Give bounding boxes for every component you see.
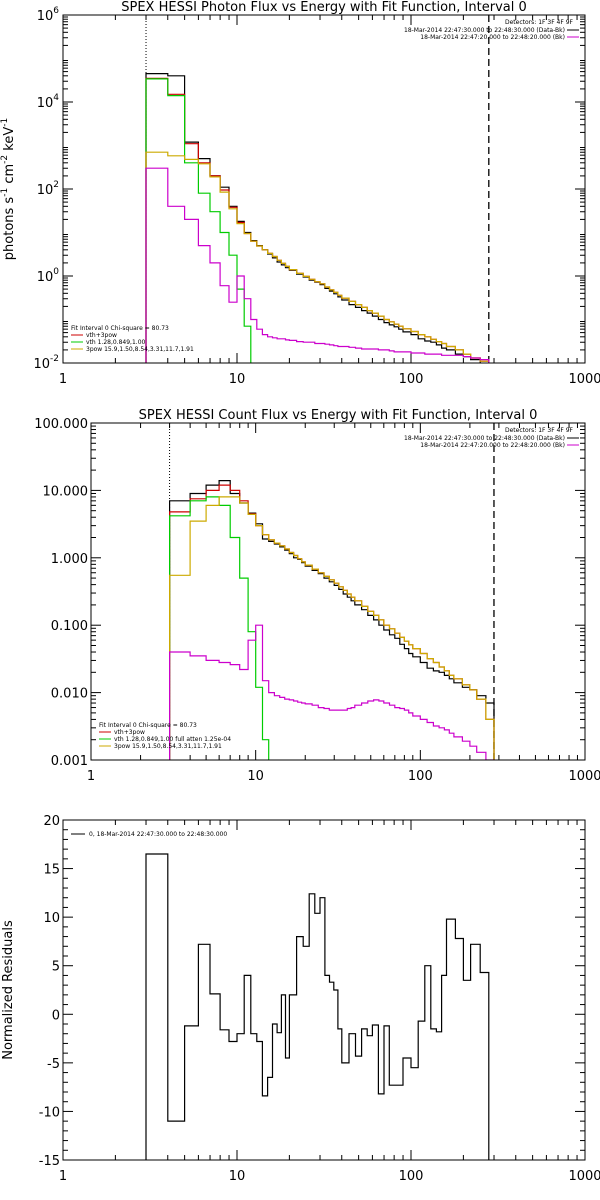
- legend-header: Detectors: 1F 3F 4F 9F: [505, 19, 574, 26]
- y-axis-label-part: keV: [2, 127, 17, 155]
- y-tick-label: 5: [52, 960, 60, 975]
- series-nonthermal: [169, 496, 495, 760]
- y-tick-label: 0.010: [51, 687, 88, 702]
- y-axis-label-exponent: -2: [0, 155, 10, 164]
- y-tick-exponent: 6: [53, 6, 59, 16]
- y-tick-label: 20: [43, 814, 60, 829]
- y-tick-base: 10: [37, 270, 54, 285]
- y-tick-exponent: 0: [53, 267, 59, 277]
- y-axis-label-part: photons s: [2, 197, 17, 261]
- legend-entry-label: vth+3pow: [114, 729, 145, 736]
- series-nonthermal: [145, 151, 490, 363]
- legend-entry-label: 18-Mar-2014 22:47:30.000 to 22:48:30.000…: [404, 27, 565, 34]
- y-tick-base: 10: [37, 9, 54, 24]
- y-tick-label: -5: [47, 1057, 60, 1072]
- legend-entry-label: 18-Mar-2014 22:47:20.000 to 22:48:20.000…: [420, 34, 565, 41]
- series-thermal: [145, 78, 252, 363]
- legend-entry-label: 3pow 15.9,1.50,8.54,3.31,11.7,1.91: [86, 346, 194, 353]
- chart-title: SPEX HESSI Count Flux vs Energy with Fit…: [139, 408, 538, 423]
- legend-entry-label: vth+3pow: [86, 332, 117, 339]
- plot-frame: [90, 422, 586, 761]
- y-tick-exponent: 2: [53, 180, 59, 190]
- count-flux-chart: SPEX HESSI Count Flux vs Energy with Fit…: [34, 408, 600, 784]
- y-axis-label-exponent: -1: [0, 188, 10, 197]
- legend-entry-label: vth 1.28,0.849,1.00 full atten 1.25e-04: [114, 736, 231, 743]
- y-tick-label: 104: [37, 93, 60, 111]
- y-tick-label: 102: [37, 180, 59, 198]
- x-tick-label: 1: [59, 1169, 67, 1184]
- legend-entry-label: 3pow 15.9,1.50,8.54,3.31,11.7,1.91: [114, 743, 222, 750]
- x-tick-label: 1: [59, 372, 67, 387]
- series-group: [145, 73, 490, 363]
- photon-flux-chart: SPEX HESSI Photon Flux vs Energy with Fi…: [0, 0, 600, 387]
- x-tick-label: 100: [408, 769, 433, 784]
- legend-entry-label: vth 1.28,0.849,1.00: [86, 339, 146, 346]
- x-tick-label: 1: [87, 769, 95, 784]
- y-tick-label: -10: [39, 1105, 60, 1120]
- residuals-chart: 1 10 100 1000 -15 -10 -5 0 5 10 15 20 Normalized Res…: [1, 814, 600, 1184]
- y-tick-label: 0.100: [51, 619, 88, 634]
- y-axis-label: Normalized Residuals: [1, 920, 16, 1060]
- y-tick-base: 10: [37, 96, 54, 111]
- series-data: [145, 73, 481, 363]
- y-axis-label: photons s-1 cm-2 keV-1: [0, 118, 17, 260]
- series-model_total: [145, 77, 490, 363]
- y-tick-exponent: 4: [53, 93, 59, 103]
- y-tick-base: 10: [37, 183, 54, 198]
- plot-frame: [62, 14, 586, 364]
- y-tick-label: 10: [43, 911, 60, 926]
- series-thermal: [169, 496, 270, 760]
- y-tick-label: 106: [37, 6, 60, 24]
- legend-header: Fit Interval 0 Chi-square = 80.73: [71, 325, 169, 332]
- y-tick-label: 10-2: [33, 354, 59, 372]
- plot-frame: [62, 819, 586, 1161]
- y-tick-base: 10: [33, 357, 50, 372]
- x-tick-label: 10: [229, 372, 246, 387]
- y-tick-exponent: -2: [50, 354, 59, 364]
- legend-entry-label: 18-Mar-2014 22:47:20.000 to 22:48:20.000…: [420, 442, 565, 449]
- series-residuals: [145, 853, 490, 1160]
- series-background: [145, 167, 490, 363]
- legend-header: Detectors: 1F 3F 4F 9F: [505, 427, 574, 434]
- y-tick-label: 15: [43, 863, 60, 878]
- y-axis-label-exponent: -1: [0, 118, 10, 127]
- x-tick-label: 10: [247, 769, 264, 784]
- x-tick-label: 1000: [568, 1169, 600, 1184]
- x-tick-label: 1000: [568, 769, 600, 784]
- y-tick-label: 0: [52, 1008, 60, 1023]
- series-group: [169, 480, 495, 760]
- x-tick-label: 10: [229, 1169, 246, 1184]
- y-tick-label: -15: [39, 1154, 60, 1169]
- x-tick-label: 100: [399, 1169, 424, 1184]
- series-data: [169, 480, 495, 760]
- y-tick-label: 1.000: [51, 552, 88, 567]
- x-tick-label: 100: [399, 372, 424, 387]
- chart-title: SPEX HESSI Photon Flux vs Energy with Fi…: [121, 0, 527, 15]
- y-tick-label: 0.001: [51, 754, 88, 769]
- series-background: [169, 624, 495, 760]
- legend-header: Fit Interval 0 Chi-square = 80.73: [99, 722, 197, 729]
- legend-entry-label: 18-Mar-2014 22:47:30.000 to 22:48:30.000…: [404, 435, 565, 442]
- y-tick-label: 10.000: [43, 484, 89, 499]
- legend-entry-label: 0, 18-Mar-2014 22:47:30.000 to 22:48:30.…: [89, 831, 227, 838]
- y-tick-label: 100: [37, 267, 60, 285]
- y-tick-label: 100.000: [34, 417, 88, 432]
- x-tick-label: 1000: [568, 372, 600, 387]
- y-axis-label-part: cm: [2, 164, 17, 188]
- series-group: [145, 853, 490, 1160]
